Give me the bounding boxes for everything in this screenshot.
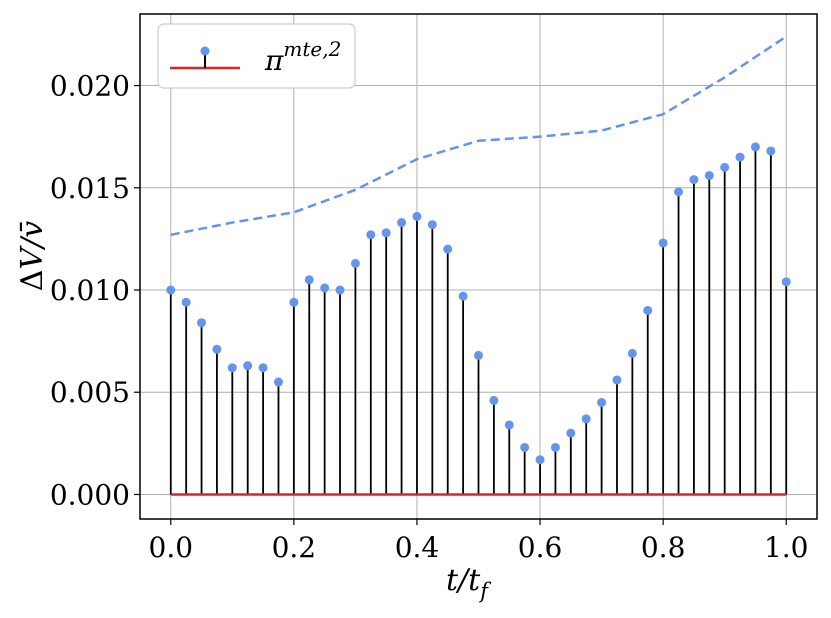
stem-marker	[243, 361, 253, 371]
stem-marker	[427, 220, 437, 230]
stem-marker	[397, 218, 407, 228]
x-tick-label: 0.6	[518, 531, 563, 564]
stem-marker	[197, 318, 207, 328]
x-tick-label: 0.4	[395, 531, 440, 564]
stem-marker	[750, 142, 760, 152]
stem-marker	[689, 175, 699, 185]
legend-marker-swatch	[200, 46, 210, 56]
stem-marker	[412, 211, 422, 221]
stem-marker	[212, 344, 222, 354]
stem-marker	[227, 363, 237, 373]
stem-marker	[166, 285, 176, 295]
stem-marker	[627, 348, 637, 358]
stem-marker	[566, 428, 576, 438]
stem-marker	[258, 363, 268, 373]
stem-marker	[181, 297, 191, 307]
stem-marker	[350, 258, 360, 268]
stem-marker	[304, 275, 314, 285]
y-tick-label: 0.015	[50, 172, 130, 205]
x-tick-label: 0.0	[149, 531, 194, 564]
y-tick-label: 0.010	[50, 274, 130, 307]
stem-marker	[273, 377, 283, 387]
stem-marker	[381, 228, 391, 238]
y-tick-label: 0.000	[50, 478, 130, 511]
plot-frame	[139, 13, 818, 520]
y-tick-label: 0.020	[50, 70, 130, 103]
stem-marker	[643, 305, 653, 315]
x-tick-label: 0.8	[641, 531, 686, 564]
x-tick-label: 1.0	[764, 531, 809, 564]
stem-marker	[766, 146, 776, 156]
stem-marker	[704, 171, 714, 181]
stem-marker	[474, 350, 483, 360]
dashed-curve-layer	[170, 35, 787, 237]
axis-ticks: 0.0 0.2 0.4 0.6 0.8 1.0 0.000 0.005 0.010 0.015 0.…	[50, 70, 809, 564]
legend: πmte,2	[157, 23, 356, 89]
stem-marker	[612, 375, 622, 385]
stem-marker	[320, 283, 330, 293]
y-tick-label: 0.005	[50, 376, 130, 409]
stem-marker	[720, 162, 730, 172]
stem-marker	[366, 230, 376, 240]
legend-box	[157, 23, 356, 89]
stem-marker	[489, 395, 499, 405]
stem-marker	[581, 414, 591, 424]
stem-marker	[335, 285, 345, 295]
stem-marker	[735, 152, 745, 162]
y-axis-label: ΔV/v̄	[15, 221, 50, 291]
stem-marker	[658, 238, 668, 248]
stem-marker	[674, 187, 684, 197]
stem-marker	[597, 397, 607, 407]
stem-marker	[504, 420, 514, 430]
stem-marker	[289, 297, 299, 307]
stem-marker	[520, 442, 530, 452]
stem-marker	[781, 277, 791, 287]
stem-marker	[550, 442, 560, 452]
stem-marker	[535, 455, 545, 465]
x-tick-label: 0.2	[272, 531, 317, 564]
stem-marker	[443, 244, 453, 254]
dashed-curve	[170, 35, 787, 237]
stem-series-layer	[166, 142, 791, 496]
stem-marker	[458, 291, 468, 301]
